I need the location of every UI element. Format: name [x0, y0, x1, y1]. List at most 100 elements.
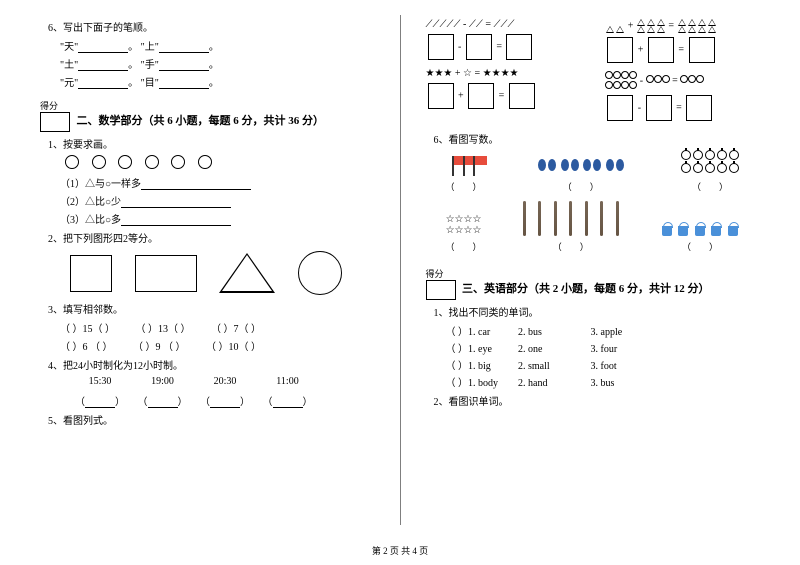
neighbor-item[interactable]: （ ）15（ ） [60, 320, 115, 335]
eng-opt: 2. bus [518, 327, 588, 338]
flags-group: （ ） [446, 156, 482, 193]
right-column: ⟋⟋⟋⟋⟋ - ⟋⟋ = ⟋⟋⟋ - = ★★★ + ☆ = ★★★★ + = … [426, 15, 761, 525]
score-label: 得分 [40, 99, 375, 112]
blank[interactable] [141, 179, 251, 190]
answer-box[interactable] [466, 34, 492, 60]
eq-row: ⟋⟋⟋⟋⟋ - ⟋⟋ = ⟋⟋⟋ [426, 19, 581, 30]
answer-box[interactable] [648, 37, 674, 63]
answer-box[interactable] [468, 83, 494, 109]
eq-boxes: - = [426, 34, 581, 60]
eng-opt: 3. bus [591, 378, 661, 389]
butterflies-group: （ ） [537, 159, 625, 193]
q6-title: 6、写出下面子的笔顺。 [48, 19, 375, 34]
time-blank[interactable]: （） [195, 393, 255, 408]
count-blank[interactable]: （ ） [446, 180, 482, 193]
sub1-text: （1）△与○一样多 [60, 179, 141, 190]
eng-opt[interactable]: （ ）1. eye [446, 340, 516, 355]
stick-icon [585, 201, 588, 236]
ring-stack [605, 71, 637, 91]
stars-group: ☆☆☆☆☆☆☆☆ （ ） [446, 214, 482, 253]
blank[interactable] [121, 215, 231, 226]
math-q3-title: 3、填写相邻数。 [48, 301, 375, 316]
eq-row: + = [605, 19, 760, 33]
time-val: 11:00 [258, 376, 318, 387]
answer-box[interactable] [646, 95, 672, 121]
eng-opt[interactable]: （ ）1. big [446, 357, 516, 372]
blank[interactable] [78, 60, 128, 71]
blank[interactable] [159, 42, 209, 53]
eng-opt: 3. four [591, 344, 661, 355]
math-q2-title: 2、把下列图形四2等分。 [48, 230, 375, 245]
time-val: 19:00 [133, 376, 193, 387]
op: - [463, 19, 466, 30]
neighbor-item[interactable]: （ ）6 （ ） [60, 338, 113, 353]
apple-icon [717, 150, 727, 160]
char-yuan: "元" [60, 78, 78, 89]
math-q1-sub3: （3）△比○多 [60, 211, 375, 226]
char-shou: "手" [141, 60, 159, 71]
triangle-stack [636, 19, 666, 33]
count-blank[interactable]: （ ） [680, 180, 740, 193]
time-val: 15:30 [70, 376, 130, 387]
square-shape [70, 255, 112, 292]
neighbor-row-1: （ ）15（ ） （ ）13（ ） （ ）7（ ） [60, 320, 375, 335]
stroke-row-1: "天"。 "上"。 [60, 38, 375, 53]
eng-opt[interactable]: （ ）1. body [446, 374, 516, 389]
flag-icon [452, 156, 454, 176]
op: + [628, 20, 634, 31]
score-box[interactable] [40, 112, 70, 132]
apple-icon [681, 150, 691, 160]
circle-icon [171, 155, 185, 169]
count-blank[interactable]: （ ） [660, 240, 740, 253]
eng-opt: 2. hand [518, 378, 588, 389]
buckets-group: （ ） [660, 225, 740, 253]
eng-row-4: （ ）1. body 2. hand 3. bus [446, 374, 761, 389]
neighbor-item[interactable]: （ ）9 （ ） [133, 338, 186, 353]
time-blank[interactable]: （） [258, 393, 318, 408]
blank[interactable] [78, 78, 128, 89]
answer-box[interactable] [607, 95, 633, 121]
circle-icon [92, 155, 106, 169]
neighbor-item[interactable]: （ ）10（ ） [206, 338, 261, 353]
blank[interactable] [159, 60, 209, 71]
answer-box[interactable] [428, 83, 454, 109]
apple-icon [705, 163, 715, 173]
count-row-2: ☆☆☆☆☆☆☆☆ （ ） （ ） （ ） [446, 201, 741, 253]
eng-row-1: （ ）1. car 2. bus 3. apple [446, 323, 761, 338]
apple-rows [680, 150, 740, 176]
answer-box[interactable] [689, 37, 715, 63]
answer-box[interactable] [428, 34, 454, 60]
butterfly-icon [606, 159, 624, 173]
eq-boxes: + = [605, 37, 760, 63]
eng-q2-title: 2、看图识单词。 [434, 393, 761, 408]
bucket-icon [662, 226, 672, 236]
apple-icon [681, 163, 691, 173]
op: = [485, 19, 491, 30]
eng-q1-title: 1、找出不同类的单词。 [434, 304, 761, 319]
stick-icon [569, 201, 572, 236]
math-q1-sub2: （2）△比○少 [60, 193, 375, 208]
bucket-icon [711, 226, 721, 236]
answer-box[interactable] [686, 95, 712, 121]
time-blank[interactable]: （） [70, 393, 130, 408]
blank[interactable] [159, 78, 209, 89]
triangle-shape [219, 253, 275, 293]
neighbor-item[interactable]: （ ）7（ ） [211, 320, 261, 335]
apple-icon [729, 150, 739, 160]
answer-box[interactable] [607, 37, 633, 63]
blank[interactable] [121, 197, 231, 208]
answer-box[interactable] [506, 34, 532, 60]
answer-box[interactable] [509, 83, 535, 109]
count-blank[interactable]: （ ） [518, 240, 624, 253]
count-blank[interactable]: （ ） [537, 180, 625, 193]
blank[interactable] [78, 42, 128, 53]
neighbor-item[interactable]: （ ）13（ ） [136, 320, 191, 335]
score-box[interactable] [426, 280, 456, 300]
time-blank[interactable]: （） [133, 393, 193, 408]
count-blank[interactable]: （ ） [446, 240, 482, 253]
section-3-title: 三、英语部分（共 2 小题，每题 6 分，共计 12 分） [462, 283, 710, 295]
star-icon: ☆ [463, 68, 472, 79]
eng-opt[interactable]: （ ）1. car [446, 323, 516, 338]
eng-opt: 3. apple [591, 327, 661, 338]
ring-group [680, 75, 704, 86]
